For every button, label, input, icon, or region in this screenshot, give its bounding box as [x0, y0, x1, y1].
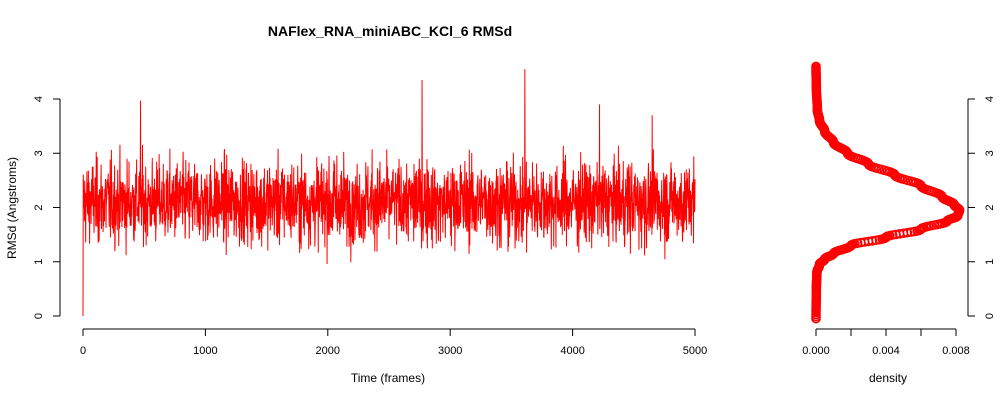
density-y-tick-label: 4 [984, 96, 996, 102]
density-y-ticks: 0 1 2 3 4 [968, 96, 996, 319]
x-axis-label: Time (frames) [351, 371, 425, 385]
density-x-tick-label: 0.004 [872, 345, 900, 357]
x-tick-label: 0 [80, 345, 86, 357]
density-x-ticks: 0.000 0.004 0.008 [802, 329, 970, 357]
x-tick-label: 3000 [438, 345, 462, 357]
density-y-tick-label: 1 [984, 259, 996, 265]
x-tick-label: 1000 [193, 345, 217, 357]
time-series-panel: 0 1 2 3 4 0 1000 2000 3000 4000 5000 Time (frames… [5, 69, 707, 385]
density-point [867, 236, 878, 246]
y-tick-label: 3 [33, 150, 45, 156]
x-tick-label: 2000 [316, 345, 340, 357]
density-x-tick-label: 0.000 [802, 345, 830, 357]
x-tick-label: 5000 [683, 345, 707, 357]
density-point [902, 227, 913, 238]
density-x-tick-label: 0.008 [942, 345, 970, 357]
density-panel: 0 1 2 3 4 0.000 0.004 0.008 density [802, 61, 996, 385]
x-ticks: 0 1000 2000 3000 4000 5000 [80, 329, 707, 357]
density-y-tick-label: 2 [984, 204, 996, 210]
rmsd-series-line [82, 69, 696, 317]
y-tick-label: 2 [33, 204, 45, 210]
y-tick-label: 1 [33, 259, 45, 265]
y-tick-label: 0 [33, 313, 45, 319]
density-point [811, 61, 821, 72]
x-tick-label: 4000 [560, 345, 584, 357]
chart-title: NAFlex_RNA_miniABC_KCl_6 RMSd [268, 23, 512, 39]
density-y-tick-label: 0 [984, 313, 996, 319]
density-x-axis-label: density [869, 371, 907, 385]
y-axis-label: RMSd (Angstroms) [5, 157, 19, 259]
density-points [811, 61, 965, 324]
y-tick-label: 4 [33, 96, 45, 102]
y-ticks: 0 1 2 3 4 [33, 96, 60, 319]
density-y-tick-label: 3 [984, 150, 996, 156]
